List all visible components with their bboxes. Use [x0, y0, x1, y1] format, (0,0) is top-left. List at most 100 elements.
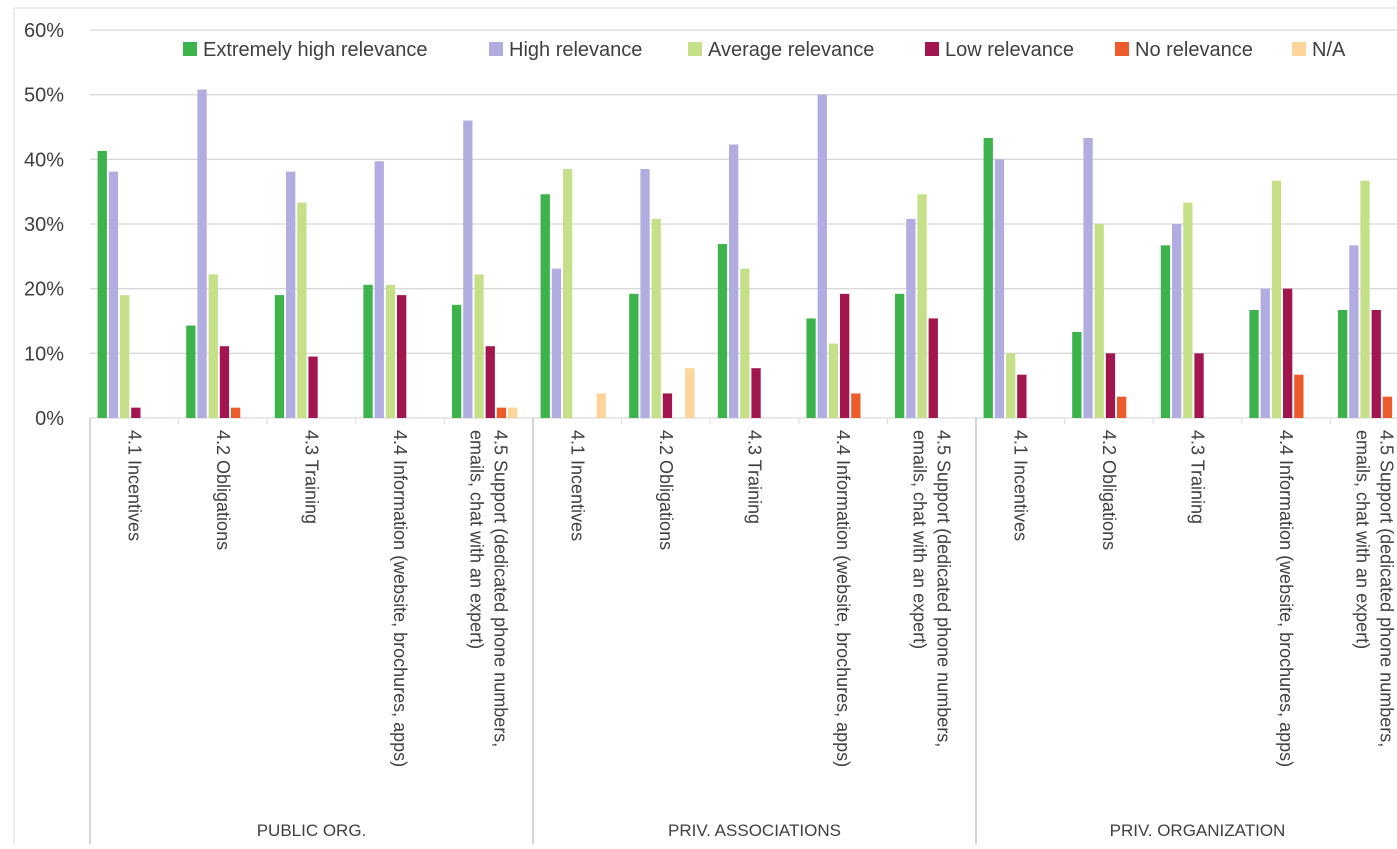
bar	[1349, 245, 1359, 418]
group-label: PUBLIC ORG.	[257, 821, 367, 840]
category-label-line: 4.3 Training	[302, 430, 322, 524]
bar	[1294, 374, 1304, 418]
bar	[685, 368, 695, 418]
bar	[131, 407, 141, 418]
bar	[374, 161, 384, 419]
bar	[662, 393, 673, 418]
category-label-line: 4.2 Obligations	[213, 430, 233, 550]
bar	[496, 407, 507, 418]
legend-swatch	[489, 42, 503, 56]
bar	[186, 325, 196, 418]
legend-label: Average relevance	[708, 39, 874, 61]
bar	[1371, 310, 1381, 418]
y-tick-label: 0%	[35, 408, 64, 430]
category-label: 4.3 Training	[1188, 430, 1208, 524]
y-tick-label: 30%	[24, 214, 64, 236]
legend-swatch	[183, 42, 197, 56]
y-tick-label: 50%	[24, 85, 64, 107]
category-label-line: 4.5 Support (dedicated phone numbers,	[934, 430, 954, 747]
legend-label: No relevance	[1135, 39, 1253, 61]
bar	[1006, 353, 1016, 418]
category-label-line: emails, chat with an expert)	[1353, 430, 1373, 649]
bar	[840, 293, 850, 418]
bar	[596, 393, 606, 418]
bar	[1382, 396, 1393, 418]
category-label: 4.4 Information (website, brochures, app…	[833, 430, 853, 767]
bar	[895, 293, 905, 418]
category-label-line: 4.2 Obligations	[1099, 430, 1119, 550]
bar	[563, 169, 573, 418]
bar	[640, 169, 650, 418]
bar	[740, 268, 750, 418]
bar	[120, 295, 130, 418]
bar	[1338, 310, 1348, 418]
bar	[474, 274, 484, 418]
category-label-line: 4.1 Incentives	[567, 430, 587, 541]
bar	[231, 407, 241, 418]
legend-swatch	[1115, 42, 1129, 56]
bar	[551, 268, 562, 418]
legend-swatch	[1292, 42, 1306, 56]
bar	[540, 194, 550, 418]
bar	[1072, 331, 1082, 418]
x-axis-labels: 4.1 Incentives 4.2 Obligations 4.3 Trainin…	[124, 430, 1396, 840]
bar	[1183, 202, 1193, 418]
category-label: 4.1 Incentives	[1010, 430, 1030, 541]
legend-label: High relevance	[509, 39, 642, 61]
bars	[97, 89, 1393, 419]
legend-label: N/A	[1312, 39, 1346, 61]
category-label-line: 4.1 Incentives	[124, 430, 144, 541]
bar	[397, 295, 407, 418]
y-tick-label: 60%	[24, 20, 64, 42]
category-label: 4.4 Information (website, brochures, app…	[1276, 430, 1296, 767]
category-label: 4.1 Incentives	[124, 430, 144, 541]
y-tick-label: 20%	[24, 279, 64, 301]
bar	[1283, 288, 1293, 418]
category-label-line: 4.2 Obligations	[656, 430, 676, 550]
y-tick-label: 40%	[24, 149, 64, 171]
category-label: 4.1 Incentives	[567, 430, 587, 541]
category-label: 4.4 Information (website, brochures, app…	[390, 430, 410, 767]
legend-swatch	[688, 42, 702, 56]
bar	[508, 407, 518, 418]
bar	[851, 393, 861, 418]
bar	[1271, 180, 1282, 418]
bar	[817, 94, 827, 419]
group-label: PRIV. ORGANIZATION	[1110, 821, 1286, 840]
bar	[363, 284, 373, 418]
category-label: 4.3 Training	[745, 430, 765, 524]
bar	[917, 194, 927, 418]
bar	[1094, 224, 1104, 418]
bar	[274, 295, 285, 418]
bar	[828, 343, 839, 418]
bar	[806, 318, 816, 418]
category-label: 4.2 Obligations	[1099, 430, 1119, 550]
category-label: 4.3 Training	[302, 430, 322, 524]
bar	[717, 244, 728, 418]
bar	[1083, 137, 1093, 418]
bar	[108, 171, 119, 418]
category-label-line: 4.3 Training	[1188, 430, 1208, 524]
category-label: 4.2 Obligations	[656, 430, 676, 550]
category-label: 4.5 Support (dedicated phone numbers,ema…	[467, 430, 511, 747]
bar	[1360, 180, 1370, 418]
bar	[208, 274, 218, 418]
bar	[197, 89, 207, 418]
bar	[751, 368, 761, 418]
axes: 0% 10% 20% 30% 40% 50% 60%	[13, 7, 1397, 844]
category-label-line: 4.5 Support (dedicated phone numbers,	[491, 430, 511, 747]
bar	[729, 144, 739, 418]
group-label: PRIV. ASSOCIATIONS	[668, 821, 841, 840]
bar	[1105, 353, 1116, 418]
bar	[983, 137, 993, 418]
category-label-line: 4.5 Support (dedicated phone numbers,	[1377, 430, 1397, 747]
bar	[1117, 396, 1127, 418]
category-label-line: 4.4 Information (website, brochures, app…	[833, 430, 853, 767]
bar	[1194, 353, 1204, 418]
bar	[1017, 374, 1027, 418]
legend-label: Low relevance	[945, 39, 1074, 61]
legend-label: Extremely high relevance	[203, 39, 428, 61]
bar	[308, 356, 318, 418]
